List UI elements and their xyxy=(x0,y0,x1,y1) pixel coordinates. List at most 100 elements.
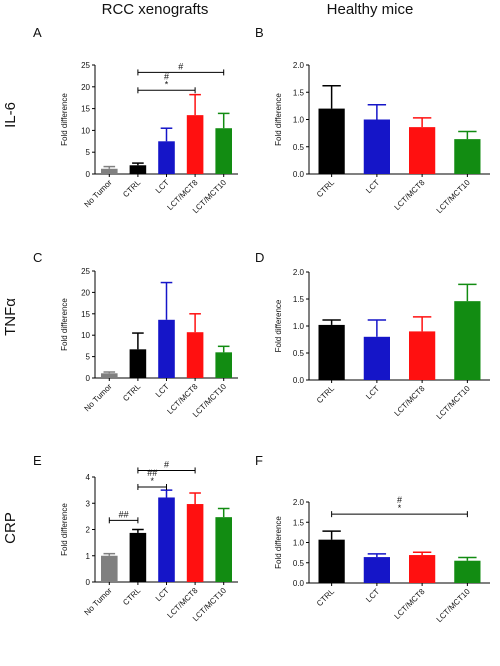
panel-f-letter: F xyxy=(255,453,263,468)
panel-f-category-label: CTRL xyxy=(315,587,337,609)
panel-b-category-label: CTRL xyxy=(315,178,337,200)
panel-c-ytick-label: 15 xyxy=(81,310,90,319)
panel-e-bar xyxy=(186,504,204,582)
panel-c-ytick-label: 5 xyxy=(86,353,91,362)
panel-b-bar xyxy=(318,108,345,174)
panel-a-ylabel: Fold difference xyxy=(60,93,69,146)
panel-e-bar xyxy=(158,497,175,582)
panel-a-sig-label: # xyxy=(178,61,183,71)
panel-f-ytick-label: 1.0 xyxy=(293,539,305,548)
panel-a-letter: A xyxy=(33,25,42,40)
panel-d-ytick-label: 0.0 xyxy=(293,376,305,385)
panel-c-bar xyxy=(186,332,204,378)
column-title-healthy: Healthy mice xyxy=(327,1,414,18)
panel-d-ytick-label: 1.0 xyxy=(293,322,305,331)
panel-f-ytick-label: 1.5 xyxy=(293,518,305,527)
panel-c-bar xyxy=(129,349,147,378)
panel-b-ytick-label: 1.0 xyxy=(293,116,305,125)
panel-e-ytick-label: 1 xyxy=(86,552,91,561)
panel-f-bar xyxy=(318,539,345,583)
panel-a-bar xyxy=(215,128,232,174)
panel-d-bar xyxy=(454,301,481,380)
panel-e-ytick-label: 0 xyxy=(86,578,91,587)
panel-e-bar xyxy=(215,517,232,582)
panel-b-ytick-label: 1.5 xyxy=(293,88,305,97)
panel-d-category-label: LCT xyxy=(364,384,381,401)
panel-d-ylabel: Fold difference xyxy=(274,299,283,352)
panel-f-bar xyxy=(363,557,390,583)
panel-f-bar xyxy=(454,560,481,583)
panel-e-category-label: CTRL xyxy=(121,586,143,608)
panel-f-sig-label: * xyxy=(398,503,402,513)
panel-a-ytick-label: 0 xyxy=(86,170,91,179)
panel-b-category-label: LCT xyxy=(364,178,381,195)
panel-e-letter: E xyxy=(33,453,42,468)
panel-f-ylabel: Fold difference xyxy=(274,516,283,569)
panel-d-bar xyxy=(409,331,436,380)
panel-e-sig-label: * xyxy=(150,476,154,486)
panel-c-bar xyxy=(101,373,118,378)
panel-a-ytick-label: 20 xyxy=(81,83,90,92)
panel-a-category-label: CTRL xyxy=(121,178,143,200)
panel-e-sig-label: ## xyxy=(147,468,157,478)
panel-f-ytick-label: 0.5 xyxy=(293,559,305,568)
panel-d-ytick-label: 0.5 xyxy=(293,349,305,358)
panel-b-bar xyxy=(454,139,481,174)
panel-b-bar xyxy=(409,127,436,174)
panel-f-category-label: LCT/MCT10 xyxy=(435,587,473,625)
panel-f-category-label: LCT/MCT8 xyxy=(393,587,427,621)
row-label-crp: CRP xyxy=(2,512,19,544)
panel-f-ytick-label: 2.0 xyxy=(293,498,305,507)
panel-b-ytick-label: 0.0 xyxy=(293,170,305,179)
panel-e-bar xyxy=(101,555,118,582)
panel-d-category-label: LCT/MCT8 xyxy=(393,384,427,418)
panel-b-ylabel: Fold difference xyxy=(274,93,283,146)
panel-a-ytick-label: 25 xyxy=(81,61,90,70)
panel-c-category-label: CTRL xyxy=(121,382,143,404)
panel-c-ytick-label: 25 xyxy=(81,267,90,276)
panel-f-category-label: LCT xyxy=(364,587,381,604)
panel-a-ytick-label: 5 xyxy=(86,148,91,157)
panel-d-category-label: LCT/MCT10 xyxy=(435,384,473,422)
panel-e-ytick-label: 3 xyxy=(86,499,91,508)
panel-f-sig-label: # xyxy=(397,495,402,505)
panel-d-category-label: CTRL xyxy=(315,384,337,406)
panel-e-category-label: No Tumor xyxy=(83,586,114,617)
panel-c-ytick-label: 10 xyxy=(81,331,90,340)
panel-a-category-label: No Tumor xyxy=(83,178,114,209)
panel-b-ytick-label: 0.5 xyxy=(293,143,305,152)
panel-b-letter: B xyxy=(255,25,264,40)
panel-e-ytick-label: 4 xyxy=(86,473,91,482)
row-label-tnfa: TNFα xyxy=(2,298,19,336)
panel-d-ytick-label: 2.0 xyxy=(293,268,305,277)
panel-a-bar xyxy=(186,115,204,174)
panel-d-bar xyxy=(318,324,345,380)
panel-e-category-label: LCT xyxy=(154,586,171,603)
panel-e-sig-label: ## xyxy=(119,509,129,519)
panel-d-letter: D xyxy=(255,250,264,265)
panel-e-ylabel: Fold difference xyxy=(60,503,69,556)
column-title-xenografts: RCC xenografts xyxy=(102,1,209,18)
panel-c-ylabel: Fold difference xyxy=(60,298,69,351)
panel-e-bar xyxy=(129,532,147,582)
panel-f-ytick-label: 0.0 xyxy=(293,579,305,588)
panel-c-bar xyxy=(158,319,175,378)
panel-c-letter: C xyxy=(33,250,42,265)
panel-b-ytick-label: 2.0 xyxy=(293,61,305,70)
panel-d-bar xyxy=(363,336,390,380)
panel-a-sig-label: * xyxy=(165,79,169,89)
panel-e-ytick-label: 2 xyxy=(86,526,91,535)
panel-d-ytick-label: 1.5 xyxy=(293,295,305,304)
panel-c-ytick-label: 20 xyxy=(81,288,90,297)
panel-a-bar xyxy=(101,168,118,174)
panel-c-ytick-label: 0 xyxy=(86,374,91,383)
panel-c-category-label: LCT xyxy=(154,382,171,399)
panel-c-category-label: No Tumor xyxy=(83,382,114,413)
panel-b-bar xyxy=(363,119,390,174)
panel-b-category-label: LCT/MCT10 xyxy=(435,178,473,216)
panel-f-bar xyxy=(409,555,436,583)
panel-a-category-label: LCT xyxy=(154,178,171,195)
row-label-il6: IL-6 xyxy=(2,102,19,128)
